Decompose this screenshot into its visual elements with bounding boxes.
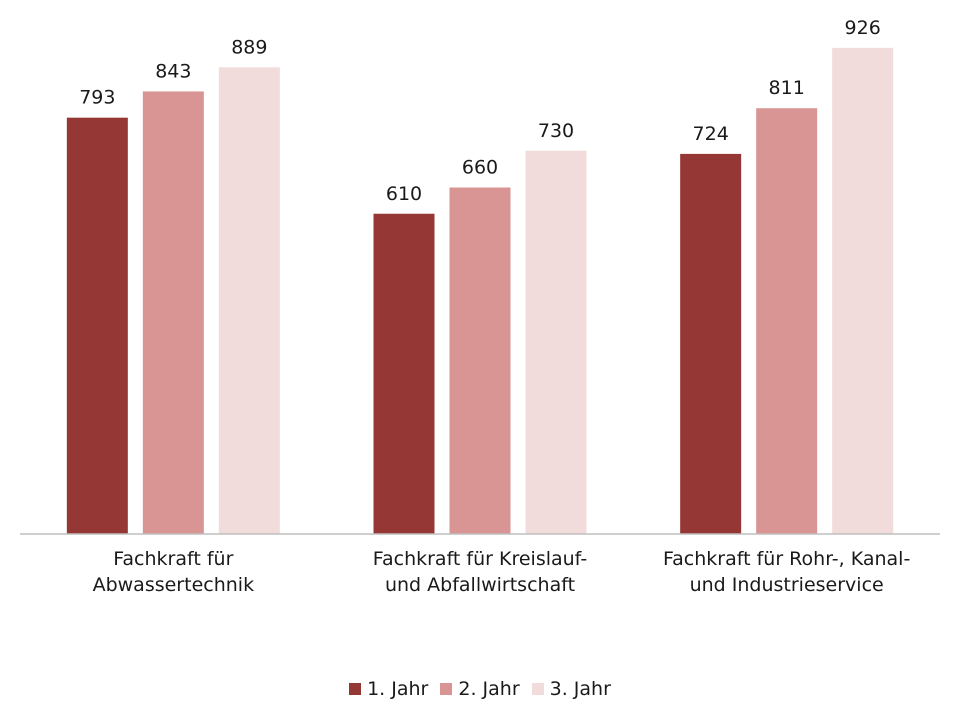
data-label: 610 <box>386 183 422 205</box>
data-label: 660 <box>462 157 498 179</box>
data-label: 843 <box>155 60 191 82</box>
legend-swatch <box>440 683 453 695</box>
legend-swatch <box>531 683 544 695</box>
bar <box>832 47 894 534</box>
data-label: 730 <box>538 120 574 142</box>
bar <box>680 153 742 534</box>
data-label: 889 <box>231 36 267 58</box>
bar <box>449 187 511 534</box>
legend: 1. Jahr 2. Jahr 3. Jahr <box>0 678 960 700</box>
legend-item: 1. Jahr <box>349 678 428 700</box>
bar <box>373 213 435 534</box>
data-label: 926 <box>845 17 881 39</box>
bar <box>756 108 818 534</box>
category-label: Fachkraft für Rohr-, Kanal- und Industri… <box>662 548 911 596</box>
legend-item: 3. Jahr <box>531 678 611 700</box>
value-labels-group: 793 843 889 610 660 730 724 811 926 <box>79 17 881 205</box>
bars-group <box>66 47 894 535</box>
bar <box>66 117 128 535</box>
category-label: Fachkraft für Kreislauf- und Abfallwirts… <box>372 548 588 596</box>
bar <box>525 150 587 534</box>
bar <box>218 67 280 535</box>
legend-label: 1. Jahr <box>367 678 429 700</box>
data-label: 793 <box>79 87 115 109</box>
legend-label: 3. Jahr <box>549 678 611 700</box>
legend-item: 2. Jahr <box>440 678 520 700</box>
category-label: Fachkraft für Abwassertechnik <box>92 548 255 596</box>
bar <box>142 91 204 535</box>
data-label: 811 <box>769 77 805 99</box>
data-label: 724 <box>693 123 729 145</box>
legend-swatch <box>349 683 362 695</box>
legend-label: 2. Jahr <box>458 678 520 700</box>
